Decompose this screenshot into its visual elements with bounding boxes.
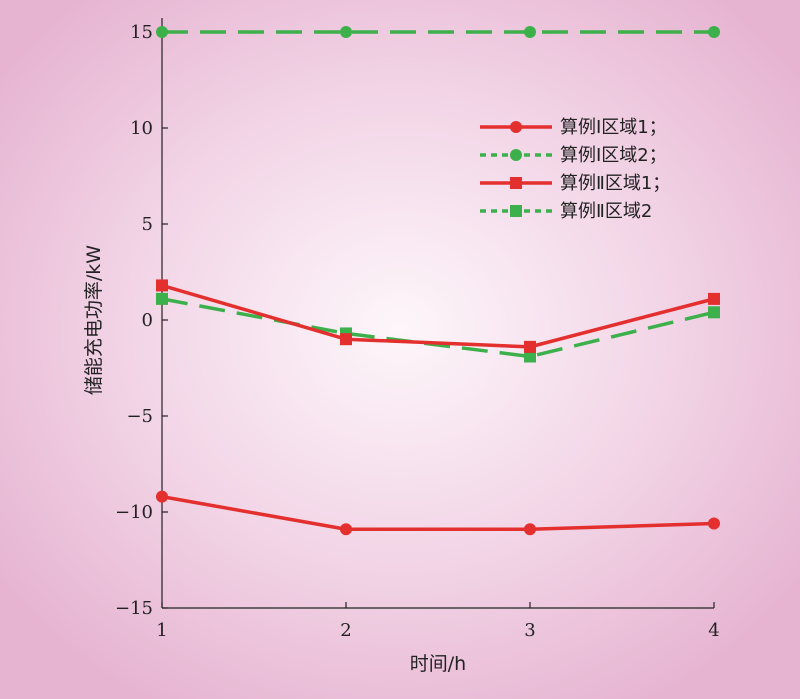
y-tick-label: −15: [115, 598, 153, 619]
data-point: [708, 26, 720, 38]
data-point: [524, 26, 536, 38]
legend-marker: [510, 205, 522, 217]
x-tick-label: 4: [708, 620, 719, 641]
y-tick-label: −5: [126, 406, 153, 427]
data-point: [524, 340, 536, 353]
legend-item: 算例Ⅰ区域2；: [480, 145, 667, 166]
x-tick-label: 2: [340, 620, 351, 641]
data-point: [340, 26, 352, 38]
data-point: [524, 350, 536, 363]
x-tick-label: 3: [524, 620, 535, 641]
data-point: [156, 292, 168, 305]
data-point: [708, 292, 720, 305]
y-tick-label: 0: [142, 310, 153, 331]
y-tick-label: 10: [130, 118, 153, 139]
data-point: [340, 333, 352, 346]
series-3: [156, 279, 720, 353]
x-tick-label: 1: [156, 620, 167, 641]
legend-item: 算例Ⅰ区域1；: [480, 117, 667, 138]
series-1: [156, 490, 720, 536]
legend-label: 算例Ⅰ区域1；: [560, 117, 667, 138]
data-point: [340, 523, 352, 536]
x-axis-title: 时间/h: [410, 653, 466, 675]
series-line: [161, 494, 715, 532]
series-2: [156, 26, 720, 38]
legend-marker: [510, 177, 522, 189]
data-point: [156, 279, 168, 292]
series-line: [161, 283, 715, 349]
data-point: [708, 517, 720, 530]
y-tick-label: 15: [130, 22, 153, 43]
y-tick-label: −10: [115, 502, 153, 523]
legend-label: 算例Ⅱ区域2: [560, 201, 652, 222]
data-point: [524, 523, 536, 536]
data-point: [156, 26, 168, 38]
legend-marker: [510, 149, 522, 161]
legend-label: 算例Ⅰ区域2；: [560, 145, 667, 166]
legend-label: 算例Ⅱ区域1；: [560, 173, 670, 194]
series-4: [156, 292, 720, 363]
y-tick-label: 5: [142, 214, 153, 235]
legend-item: 算例Ⅱ区域1；: [480, 173, 670, 194]
legend-marker: [510, 121, 522, 133]
y-axis-title: 储能充电功率/kW: [83, 245, 105, 395]
data-point: [708, 306, 720, 319]
series-line: [161, 297, 715, 359]
legend-item: 算例Ⅱ区域2: [480, 201, 652, 222]
data-point: [156, 490, 168, 503]
